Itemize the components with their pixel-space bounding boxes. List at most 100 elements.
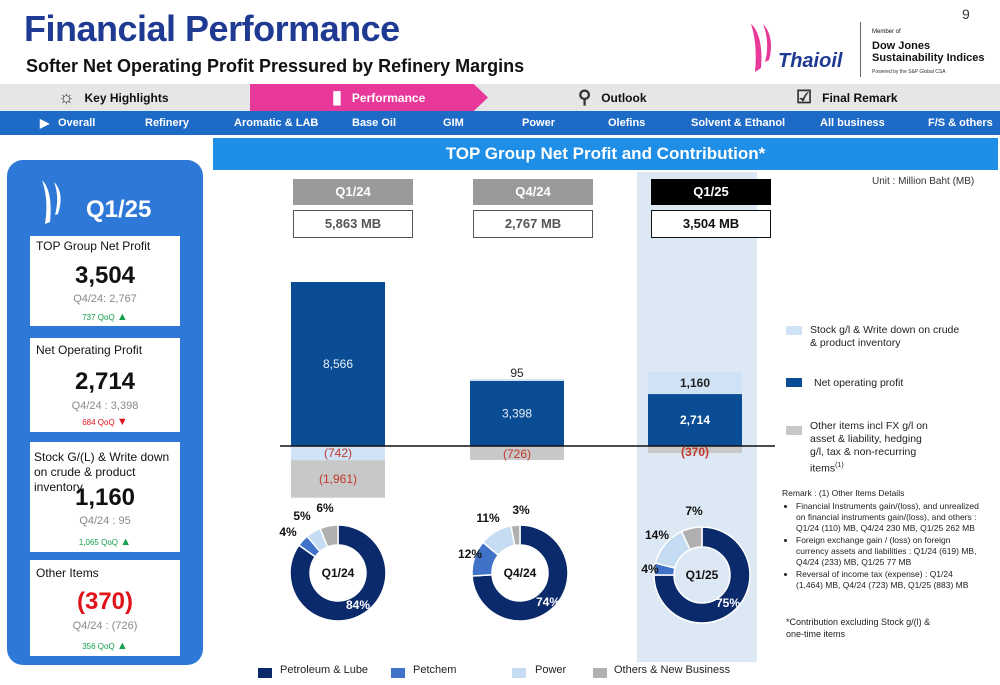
subnav-gim[interactable]: GIM — [443, 117, 464, 129]
kpi-card-net-profit: TOP Group Net Profit 3,504 Q4/24: 2,767 … — [30, 236, 180, 326]
top-navigation: ☼ Key Highlights ▮ Performance ⚲ Outlook… — [0, 84, 1000, 111]
bar-label-other-items: (370) — [681, 445, 709, 459]
nav-performance[interactable]: ▮ Performance — [250, 84, 488, 111]
legend-swatch-net-operating — [786, 378, 802, 387]
subnav-overall[interactable]: Overall — [58, 117, 96, 129]
legend-label-petroleum: Petroleum & Lube — [280, 664, 369, 676]
legend-swatch-petchem — [391, 668, 405, 678]
sub-navigation: ▶ Overall Refinery Aromatic & LAB Base O… — [0, 111, 1000, 135]
bar-stock-loss — [291, 446, 385, 461]
nav-key-highlights[interactable]: ☼ Key Highlights — [58, 84, 248, 111]
nav-label: Outlook — [601, 90, 647, 105]
donut-center-label: Q1/25 — [686, 568, 719, 582]
legend-swatch-stock — [786, 326, 802, 335]
kpi-qoq: 356 QoQ ▲ — [30, 640, 180, 652]
kpi-value: (370) — [76, 588, 134, 615]
nav-label: Performance — [351, 90, 426, 105]
legend-label-others: Others & New Business — [614, 664, 731, 676]
legend-label-stock: Stock g/l & Write down on crude & produc… — [810, 324, 960, 349]
donut-pct-label: 4% — [641, 562, 659, 576]
chart-banner: TOP Group Net Profit and Contribution* — [213, 138, 998, 170]
kpi-previous: Q4/24: 2,767 — [73, 293, 137, 305]
nav-outlook[interactable]: ⚲ Outlook — [578, 84, 778, 111]
bar-other-items — [470, 446, 564, 460]
subnav-solvent-ethanol[interactable]: Solvent & Ethanol — [691, 117, 786, 129]
quarter-total-q424: 2,767 MB — [473, 210, 593, 238]
kpi-qoq: 684 QoQ ▼ — [30, 416, 180, 428]
remark-list: Financial Instruments gain/(loss), and u… — [796, 501, 982, 591]
thaioil-wordmark: Thaioil — [778, 50, 843, 72]
bar-other-items — [648, 446, 742, 454]
donut-pct-label: 74% — [536, 595, 560, 609]
legend-swatch-others — [593, 668, 607, 678]
donut-slice — [653, 526, 751, 624]
play-icon: ▶ — [40, 116, 50, 130]
donut-pct-label: 14% — [645, 528, 669, 542]
legend-label-other-sup: (1) — [835, 462, 844, 469]
remark-item: Financial Instruments gain/(loss), and u… — [796, 501, 982, 534]
subnav-aromatic-lab[interactable]: Aromatic & LAB — [234, 117, 319, 129]
legend-swatch-petroleum — [258, 668, 272, 678]
bar-stock-gain — [648, 371, 742, 395]
bar-label-net-operating: 3,398 — [502, 406, 532, 420]
subnav-all-business[interactable]: All business — [820, 117, 885, 129]
subnav-olefins[interactable]: Olefins — [608, 117, 646, 129]
page-subtitle: Softer Net Operating Profit Pressured by… — [26, 56, 525, 76]
donut-pct-label: 6% — [316, 501, 334, 515]
quarter-label: Q1/25 — [86, 196, 152, 223]
bar-net-operating — [291, 282, 385, 446]
thaioil-logo — [751, 24, 771, 72]
quarter-total-q125: 3,504 MB — [651, 210, 771, 238]
donut-pct-label: 84% — [346, 598, 370, 612]
kpi-previous: Q4/24 : 3,398 — [71, 400, 139, 412]
kpi-value: 3,504 — [74, 262, 136, 289]
donut-slice — [319, 524, 339, 548]
quarter-header-q124: Q1/24 — [293, 179, 413, 205]
subnav-base-oil[interactable]: Base Oil — [352, 117, 397, 129]
kpi-qoq: 737 QoQ ▲ — [30, 311, 180, 323]
bar-net-operating — [470, 380, 564, 446]
qoq-text: 356 QoQ — [82, 642, 115, 651]
remark-title: Remark : (1) Other Items Details — [782, 488, 905, 498]
kpi-card-other-items: Other Items (370) Q4/24 : (726) 356 QoQ … — [30, 560, 180, 656]
donut-pct-label: 5% — [293, 509, 311, 523]
kpi-value: 1,160 — [74, 484, 136, 511]
qoq-text: 1,065 QoQ — [78, 538, 118, 547]
legend-label-other-items: Other items incl FX g/l on asset & liabi… — [810, 420, 930, 476]
remark-block: Remark : (1) Other Items Details Financi… — [782, 488, 982, 592]
nav-final-remark[interactable]: ☑ Final Remark — [796, 84, 996, 111]
kpi-label: Net Operating Profit — [36, 343, 143, 357]
bar-label-stock: (742) — [324, 446, 352, 460]
donut-center-label: Q1/24 — [322, 566, 355, 580]
qoq-text: 737 QoQ — [82, 313, 115, 322]
remark-item: Reversal of income tax (expense) : Q1/24… — [796, 569, 982, 591]
kpi-label: Stock G/(L) & Write down on crude & prod… — [34, 450, 170, 494]
triangle-down-icon: ▼ — [116, 416, 128, 428]
legend-label-petchem: Petchem — [413, 664, 457, 676]
page-number: 9 — [962, 6, 970, 22]
page-title: Financial Performance — [24, 8, 400, 49]
dj-powered-by: Powered by the S&P Global CSA — [872, 69, 946, 75]
kpi-label: Other Items — [36, 566, 99, 580]
kpi-previous: Q4/24 : 95 — [79, 515, 131, 527]
remark-item: Foreign exchange gain / (loss) on foreig… — [796, 535, 982, 568]
bar-label-net-operating: 2,714 — [680, 413, 710, 427]
nav-label: Key Highlights — [84, 90, 169, 105]
footnote: *Contribution excluding Stock g/(l) & on… — [786, 617, 931, 639]
donut-slice — [289, 524, 387, 622]
donut-pct-label: 7% — [685, 504, 703, 518]
logo-divider — [860, 22, 861, 77]
subnav-power[interactable]: Power — [522, 117, 556, 129]
nav-label: Final Remark — [822, 90, 898, 105]
quarter-total-q124: 5,863 MB — [293, 210, 413, 238]
bar-label-stock: 95 — [510, 366, 524, 380]
subnav-fs-others[interactable]: F/S & others — [928, 117, 993, 129]
bar-other-items — [291, 460, 385, 498]
qoq-text: 684 QoQ — [82, 418, 115, 427]
triangle-up-icon: ▲ — [116, 640, 128, 652]
kpi-value: 2,714 — [74, 368, 136, 395]
kpi-card-net-operating-profit: Net Operating Profit 2,714 Q4/24 : 3,398… — [30, 338, 180, 432]
subnav-refinery[interactable]: Refinery — [145, 117, 190, 129]
bar-stock-gain — [470, 379, 564, 381]
